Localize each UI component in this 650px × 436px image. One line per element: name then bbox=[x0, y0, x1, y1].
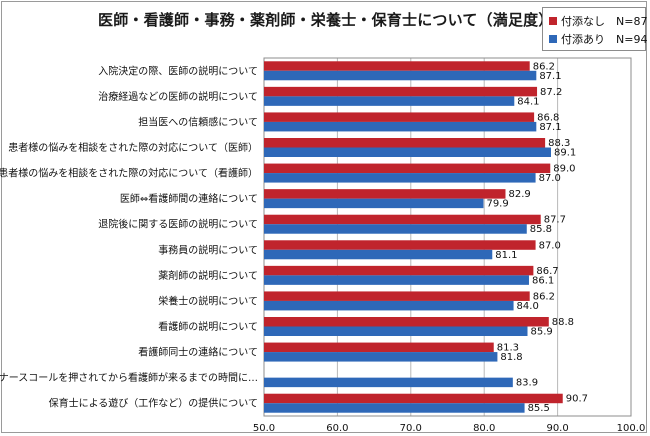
plot-area bbox=[263, 57, 632, 417]
bar-s2-7 bbox=[264, 249, 493, 260]
legend-item-series-2: 付添あり N=94 bbox=[549, 31, 647, 47]
bar-s1-7 bbox=[264, 240, 536, 250]
value-label-s1-4: 89.0 bbox=[553, 164, 575, 175]
value-label-s2-6: 85.8 bbox=[530, 224, 552, 235]
bar-s2-10 bbox=[264, 326, 528, 336]
bar-s1-8 bbox=[264, 265, 534, 276]
bar-s2-12 bbox=[264, 377, 513, 388]
value-label-s1-3: 88.3 bbox=[548, 138, 570, 149]
x-tick-label-0: 50.0 bbox=[253, 423, 275, 434]
x-tick-label-1: 60.0 bbox=[326, 423, 348, 434]
category-label-9: 栄養士の説明について bbox=[158, 294, 258, 307]
category-label-2: 担当医への信頼感について bbox=[138, 115, 258, 128]
bar-s2-11 bbox=[264, 352, 498, 362]
bar-s2-6 bbox=[264, 224, 527, 234]
category-label-6: 退院後に関する医師の説明について bbox=[98, 218, 258, 231]
bar-s1-13 bbox=[264, 393, 563, 404]
value-label-s2-3: 89.1 bbox=[554, 148, 576, 159]
legend-swatch-series-2 bbox=[549, 35, 557, 43]
bar-s2-8 bbox=[264, 275, 529, 285]
bar-s1-3 bbox=[264, 138, 546, 148]
bar-s1-0 bbox=[264, 61, 530, 71]
category-label-12: ナースコールを押されてから看護師が来るまでの時間に… bbox=[0, 371, 258, 384]
bar-s2-5 bbox=[264, 198, 484, 209]
bar-s2-2 bbox=[264, 121, 537, 132]
bar-s2-4 bbox=[264, 173, 536, 183]
value-label-s2-1: 84.1 bbox=[517, 96, 539, 107]
bar-s1-4 bbox=[264, 163, 551, 174]
value-label-s1-9: 86.2 bbox=[533, 291, 555, 302]
value-label-s2-0: 87.1 bbox=[539, 71, 561, 82]
x-tick-label-3: 80.0 bbox=[473, 423, 495, 434]
category-label-1: 治療経過などの医師の説明について bbox=[98, 90, 258, 103]
category-label-0: 入院決定の際、医師の説明について bbox=[98, 64, 258, 77]
value-label-s1-2: 86.8 bbox=[537, 112, 559, 123]
value-label-s2-12: 83.9 bbox=[516, 378, 538, 389]
value-label-s2-8: 86.1 bbox=[532, 275, 554, 286]
bar-s1-10 bbox=[264, 317, 549, 327]
value-label-s2-4: 87.0 bbox=[539, 173, 561, 184]
value-label-s1-8: 86.7 bbox=[536, 266, 558, 277]
category-label-4: 患者様の悩みを相談をされた際の対応について（看護師） bbox=[0, 167, 258, 180]
bar-s2-0 bbox=[264, 70, 537, 81]
bar-s1-5 bbox=[264, 189, 506, 199]
bar-s1-2 bbox=[264, 112, 535, 122]
bar-s2-9 bbox=[264, 300, 514, 311]
value-label-s1-7: 87.0 bbox=[539, 240, 561, 251]
value-label-s2-13: 85.5 bbox=[528, 403, 550, 414]
value-label-s1-6: 87.7 bbox=[544, 215, 566, 226]
bar-s1-11 bbox=[264, 342, 494, 353]
value-label-s1-11: 81.3 bbox=[497, 343, 519, 354]
value-label-s1-0: 86.2 bbox=[533, 61, 555, 72]
category-label-3: 患者様の悩みを相談をされた際の対応について（医師） bbox=[8, 141, 258, 154]
category-label-11: 看護師同士の連絡について bbox=[138, 346, 258, 359]
value-label-s2-2: 87.1 bbox=[539, 122, 561, 133]
bar-s2-13 bbox=[264, 403, 525, 413]
legend-swatch-series-1 bbox=[549, 17, 557, 25]
value-label-s1-13: 90.7 bbox=[566, 394, 588, 405]
bar-s2-3 bbox=[264, 147, 551, 157]
legend-item-series-1: 付添なし N=87 bbox=[549, 13, 647, 29]
chart-legend: 付添なし N=87 付添あり N=94 bbox=[542, 7, 647, 51]
value-label-s2-11: 81.8 bbox=[500, 352, 522, 363]
value-label-s1-1: 87.2 bbox=[540, 87, 562, 98]
value-label-s1-5: 82.9 bbox=[508, 189, 530, 200]
category-label-13: 保育士による遊び（工作など）の提供について bbox=[49, 397, 258, 410]
x-tick-label-2: 70.0 bbox=[400, 423, 422, 434]
bar-s1-6 bbox=[264, 214, 541, 225]
legend-label-series-2: 付添あり N=94 bbox=[561, 33, 648, 46]
category-label-7: 事務員の説明について bbox=[158, 243, 258, 256]
category-label-10: 看護師の説明について bbox=[158, 320, 258, 333]
chart-title: 医師・看護師・事務・薬剤師・栄養士・保育士について（満足度） bbox=[98, 11, 554, 29]
value-label-s2-5: 79.9 bbox=[486, 199, 508, 210]
legend-label-series-1: 付添なし N=87 bbox=[561, 15, 648, 28]
value-label-s1-10: 88.8 bbox=[552, 317, 574, 328]
x-tick-label-5: 100.0 bbox=[617, 423, 646, 434]
category-label-5: 医師⇔看護師間の連絡について bbox=[120, 192, 258, 205]
category-label-8: 薬剤師の説明について bbox=[158, 269, 258, 282]
bar-s2-1 bbox=[264, 96, 515, 106]
bar-s1-9 bbox=[264, 291, 530, 301]
x-tick-label-4: 90.0 bbox=[546, 423, 568, 434]
value-label-s2-10: 85.9 bbox=[531, 327, 553, 338]
value-label-s2-9: 84.0 bbox=[517, 301, 539, 312]
value-label-s2-7: 81.1 bbox=[495, 250, 517, 261]
bar-s1-1 bbox=[264, 86, 538, 97]
